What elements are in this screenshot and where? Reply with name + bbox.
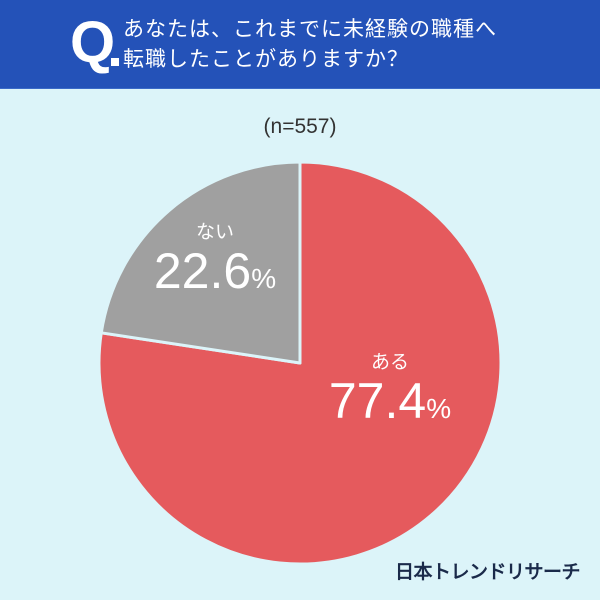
label-yes: ある 77.4% bbox=[305, 352, 475, 428]
slice-no bbox=[99, 160, 302, 365]
question-line-2: 転職したことがありますか？ bbox=[123, 47, 409, 71]
label-no-name: ない bbox=[195, 222, 234, 243]
brand-logo: 日本トレンドリサーチ bbox=[394, 561, 581, 583]
label-no-value: 22.6 bbox=[153, 243, 252, 299]
label-yes-value: 77.4 bbox=[328, 373, 427, 429]
label-yes-unit: % bbox=[426, 393, 452, 424]
label-no-unit: % bbox=[251, 263, 277, 294]
question-line-1: あなたは、これまでに未経験の職種へ bbox=[123, 17, 497, 41]
q-mark: Q bbox=[70, 10, 116, 75]
sample-size: (n=557) bbox=[263, 115, 337, 138]
label-no: ない 22.6% bbox=[140, 222, 290, 298]
q-dot bbox=[111, 58, 119, 66]
label-yes-name: ある bbox=[370, 352, 409, 373]
question-header: Q あなたは、これまでに未経験の職種へ 転職したことがありますか？ bbox=[0, 0, 600, 89]
question-text: あなたは、これまでに未経験の職種へ 転職したことがありますか？ bbox=[123, 14, 497, 74]
